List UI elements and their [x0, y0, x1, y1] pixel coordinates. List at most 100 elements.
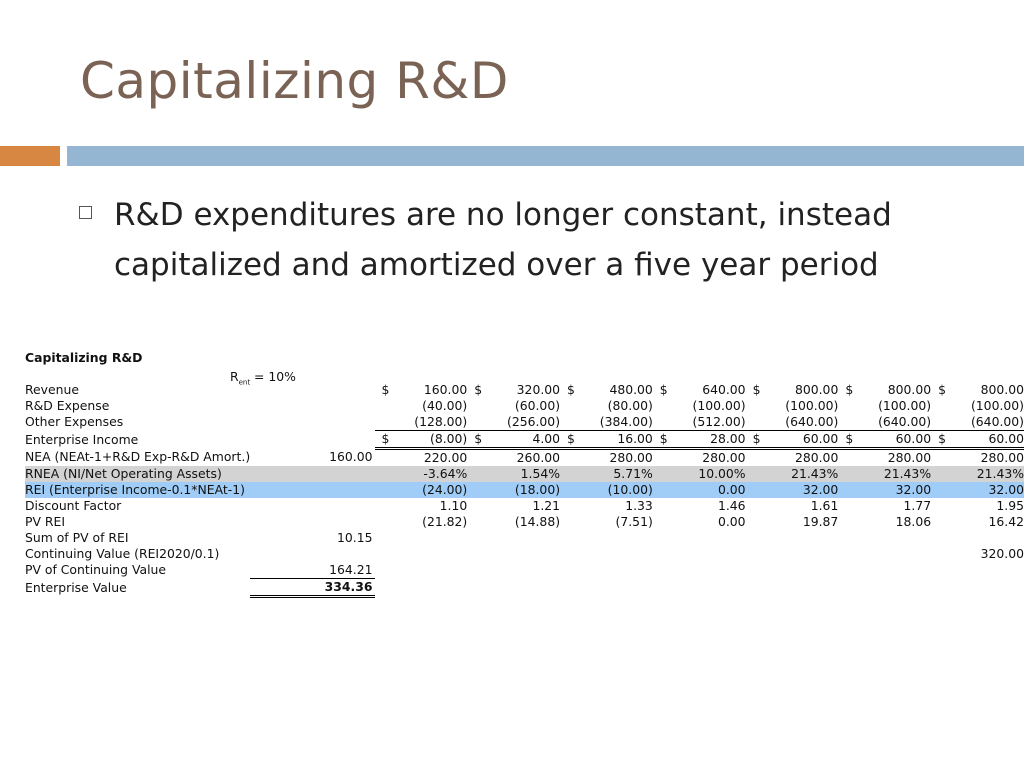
currency-symbol: $: [381, 382, 390, 397]
table-cell: (640.00): [855, 414, 932, 431]
table-cell: 21.43%: [948, 466, 1024, 482]
currency-symbol: [375, 449, 392, 467]
currency-symbol: [467, 449, 484, 467]
table-row: PV REI (21.82) (14.88) (7.51) 0.00 19.87 18.06…: [25, 514, 1024, 530]
table-cell: [763, 530, 839, 546]
table-cell: (100.00): [692, 398, 746, 413]
accent-bar-blue: [67, 146, 1024, 166]
currency-symbol: [745, 414, 763, 431]
currency-symbol: $: [474, 382, 483, 397]
table-cell: (24.00): [391, 482, 468, 498]
table-cell: 21.43%: [855, 466, 932, 482]
currency-symbol: [375, 562, 392, 579]
row-label: RNEA (NI/Net Operating Assets): [25, 466, 251, 482]
table-cell: 60.00: [762, 430, 839, 450]
currency-symbol: [467, 398, 484, 414]
table-cell: 1.46: [717, 498, 746, 513]
base-value: [250, 466, 375, 482]
table-cell: (80.00): [607, 398, 653, 413]
currency-symbol: [375, 579, 392, 597]
currency-symbol: [931, 530, 948, 546]
currency-symbol: [838, 530, 855, 546]
currency-symbol: [838, 449, 855, 467]
bullet-square-icon: [79, 206, 92, 219]
table-cell: [948, 530, 1024, 546]
table-cell: [484, 546, 560, 562]
currency-symbol: [931, 579, 948, 597]
table-title: Capitalizing R&D: [25, 350, 143, 365]
table-cell: 1.77: [903, 498, 932, 513]
currency-symbol: [653, 530, 670, 546]
table-cell: (40.00): [422, 398, 468, 413]
table-cell: 160.00: [423, 382, 468, 397]
table-cell: 280.00: [887, 450, 932, 465]
currency-symbol: [374, 466, 392, 482]
currency-symbol: [560, 530, 577, 546]
currency-symbol: [746, 514, 763, 530]
base-value: 334.36: [250, 578, 375, 598]
currency-symbol: [560, 449, 577, 467]
table-cell: 32.00: [762, 482, 839, 498]
table-row: Revenue $160.00 $320.00 $480.00 $640.00 $800.…: [25, 382, 1024, 398]
table-cell: [484, 579, 560, 597]
table-cell: [670, 546, 746, 562]
currency-symbol: [931, 398, 948, 414]
table-row: Discount Factor 1.10 1.21 1.33 1.46 1.61 1.77 1…: [25, 498, 1024, 514]
currency-symbol: $: [659, 382, 668, 397]
table-cell: 19.87: [802, 514, 839, 529]
currency-symbol: [746, 498, 763, 514]
table-cell: 260.00: [516, 450, 561, 465]
table-cell: 480.00: [609, 382, 653, 397]
table-cell: 1.10: [439, 498, 468, 513]
table-cell: [855, 579, 931, 597]
currency-symbol: [467, 482, 485, 498]
currency-symbol: [746, 562, 763, 579]
table-cell: [577, 579, 653, 597]
currency-symbol: [746, 398, 763, 414]
currency-symbol: $: [845, 382, 854, 397]
table-cell: 320.00: [516, 382, 561, 397]
currency-symbol: [652, 482, 670, 498]
table-row: Continuing Value (REI2020/0.1) 320.00: [25, 546, 1024, 562]
row-label: Continuing Value (REI2020/0.1): [25, 546, 220, 561]
table-cell: [948, 579, 1024, 597]
currency-symbol: $: [838, 430, 856, 450]
currency-symbol: [374, 414, 392, 431]
table-cell: (60.00): [514, 398, 561, 413]
currency-symbol: [375, 398, 392, 414]
table-cell: 280.00: [702, 450, 746, 465]
currency-symbol: [838, 398, 855, 414]
row-label: Other Expenses: [25, 414, 124, 430]
row-label: PV REI: [25, 514, 65, 529]
table-cell: 1.21: [532, 498, 561, 513]
row-label: Enterprise Value: [25, 579, 127, 595]
row-label: Sum of PV of REI: [25, 530, 129, 545]
table-cell: 4.00: [484, 430, 561, 450]
table-cell: [855, 546, 931, 562]
table-cell: (100.00): [785, 398, 839, 413]
table-cell: [577, 546, 653, 562]
currency-symbol: [467, 579, 484, 597]
currency-symbol: [653, 562, 670, 579]
table-cell: 640.00: [702, 382, 746, 397]
currency-symbol: [746, 449, 763, 467]
table-cell: [484, 530, 560, 546]
currency-symbol: [653, 579, 670, 597]
table-cell: 220.00: [423, 450, 468, 465]
table-row: R&D Expense (40.00) (60.00) (80.00) (100.00)…: [25, 398, 1024, 414]
table-cell: 280.00: [609, 450, 653, 465]
table-cell: 60.00: [948, 430, 1024, 450]
table-cell: [577, 562, 653, 579]
currency-symbol: $: [652, 430, 670, 450]
table-cell: [763, 546, 839, 562]
table-row: PV of Continuing Value 164.21: [25, 562, 1024, 579]
table-cell: 1.95: [996, 498, 1024, 513]
table-cell: 10.00%: [669, 466, 746, 482]
base-value: 164.21: [250, 562, 375, 579]
currency-symbol: [746, 530, 763, 546]
table-cell: -3.64%: [391, 466, 468, 482]
table-cell: [391, 530, 467, 546]
table-cell: (640.00): [948, 414, 1024, 431]
base-value: [250, 398, 374, 414]
currency-symbol: [931, 482, 949, 498]
